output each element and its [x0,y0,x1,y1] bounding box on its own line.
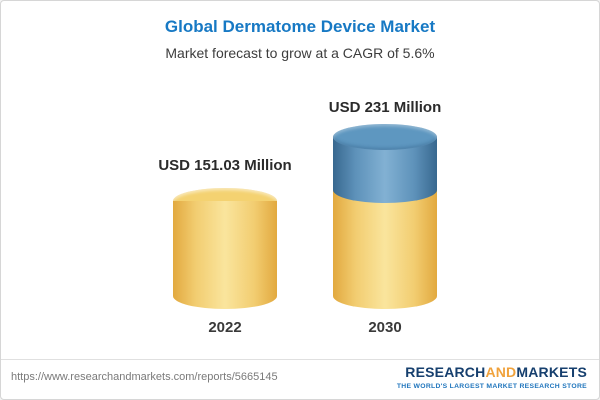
report-url: https://www.researchandmarkets.com/repor… [11,371,278,383]
chart-title: Global Dermatome Device Market [164,17,436,36]
brand-tagline: THE WORLD'S LARGEST MARKET RESEARCH STOR… [396,382,587,390]
category-label-2030: 2030 [368,319,402,336]
value-label-2030: USD 231 Million [328,99,442,116]
brand-name-research: RESEARCH [405,364,486,380]
cylinder-base-segment-2030 [333,189,437,309]
cylinder-body-2022 [173,201,277,309]
category-label-2022: 2022 [208,319,242,336]
chart-subtitle: Market forecast to grow at a CAGR of 5.6… [165,45,435,61]
brand-name-markets: MARKETS [516,364,587,380]
bar-2022 [173,188,277,309]
brand-name: RESEARCHANDMARKETS [397,364,587,382]
value-label-2022: USD 151.03 Million [158,157,292,174]
research-and-markets-logo: RESEARCHANDMARKETS THE WORLD'S LARGEST M… [397,364,587,391]
cylinder-top-2030 [333,124,437,150]
bar-2030 [333,124,437,309]
brand-name-and: AND [485,364,517,380]
footer-divider [1,359,599,360]
